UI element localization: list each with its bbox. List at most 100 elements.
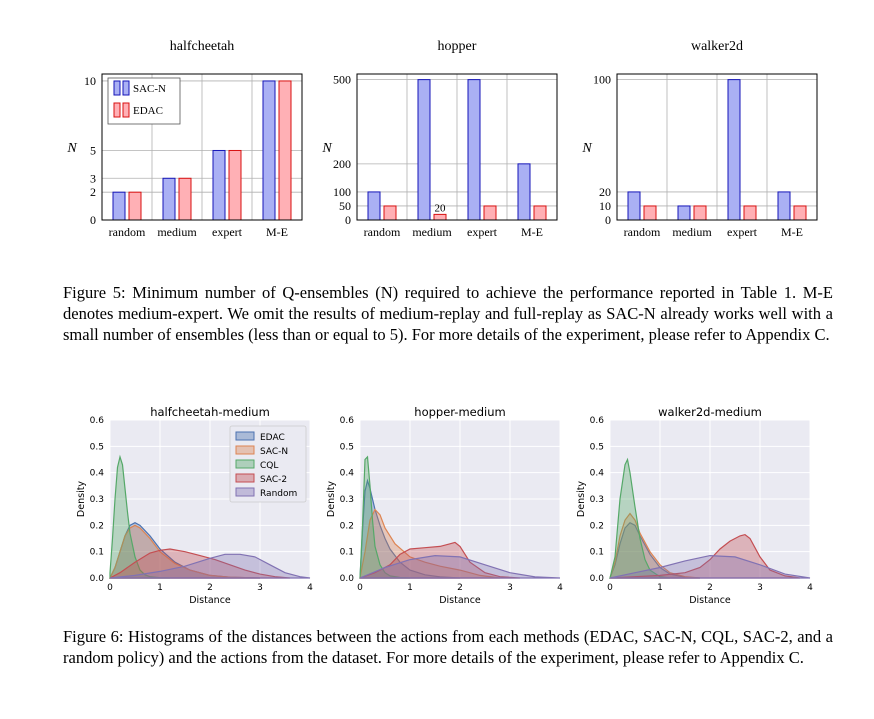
bar-edac-m-e bbox=[533, 205, 547, 221]
density-cql bbox=[109, 454, 171, 579]
y-tick-label: 0.1 bbox=[340, 548, 354, 558]
x-tick-label: 4 bbox=[557, 583, 563, 593]
y-axis-label: Density bbox=[576, 481, 587, 517]
legend: EDAC SAC-N CQL SAC-2 Random bbox=[229, 425, 307, 503]
legend-swatch bbox=[235, 431, 255, 441]
y-tick-label: 0.1 bbox=[590, 548, 604, 558]
density-random bbox=[359, 554, 561, 579]
legend-label: SAC-N bbox=[133, 83, 166, 95]
figure5-chart-halfcheetah: halfcheetah N 0 23 5 10 random medium expert M-E S… bbox=[66, 39, 303, 239]
y-tick-label: 0.4 bbox=[340, 469, 355, 479]
y-tick-label: 0.4 bbox=[590, 469, 605, 479]
plot-frame bbox=[101, 73, 303, 221]
bar-edac-expert bbox=[483, 205, 497, 221]
legend: SAC-N EDAC bbox=[107, 77, 181, 125]
x-tick-label: random bbox=[364, 225, 401, 239]
y-tick-label: 200 bbox=[333, 157, 351, 171]
legend-label: SAC-N bbox=[260, 447, 288, 457]
y-tick-label: 0.5 bbox=[590, 442, 604, 452]
y-tick-label: 0.2 bbox=[590, 521, 604, 531]
bar-sac-n-random bbox=[367, 191, 381, 221]
bar-sac-n-medium bbox=[677, 205, 691, 221]
x-tick-label: medium bbox=[157, 225, 197, 239]
bar-edac-random bbox=[383, 205, 397, 221]
y-tick-label: 0.3 bbox=[90, 495, 104, 505]
legend-swatch bbox=[113, 80, 121, 96]
x-tick-label: 1 bbox=[657, 583, 663, 593]
y-tick-label: 0.1 bbox=[90, 548, 104, 558]
legend-label: SAC-2 bbox=[260, 475, 287, 485]
bar-edac-medium bbox=[178, 177, 192, 221]
x-tick-label: 4 bbox=[307, 583, 313, 593]
y-tick-label: 0.6 bbox=[340, 416, 355, 426]
bar-sac-n-expert bbox=[727, 79, 741, 221]
plot-frame bbox=[356, 73, 558, 221]
y-tick-label: 10 bbox=[599, 199, 611, 213]
y-tick-label: 0.6 bbox=[590, 416, 605, 426]
x-tick-label: 0 bbox=[357, 583, 363, 593]
bar-sac-n-m-e bbox=[262, 80, 276, 221]
y-tick-label: 0.4 bbox=[90, 469, 105, 479]
y-tick-label: 100 bbox=[593, 73, 611, 87]
y-tick-label: 0.3 bbox=[340, 495, 354, 505]
chart-title: walker2d-medium bbox=[658, 405, 762, 419]
bar-sac-n-random bbox=[112, 191, 126, 221]
y-tick-label: 0.0 bbox=[590, 574, 605, 584]
x-tick-label: 2 bbox=[207, 583, 213, 593]
x-axis-label: Distance bbox=[689, 595, 731, 606]
density-random bbox=[109, 553, 311, 579]
chart-title: walker2d bbox=[691, 39, 743, 54]
y-tick-label: 0.0 bbox=[90, 574, 105, 584]
plot-frame bbox=[616, 73, 818, 221]
x-tick-label: expert bbox=[727, 225, 758, 239]
bar-edac-random bbox=[643, 205, 657, 221]
x-tick-label: 0 bbox=[607, 583, 613, 593]
y-tick-label: 0.3 bbox=[590, 495, 604, 505]
legend-swatch bbox=[235, 487, 255, 497]
figure6-caption: Figure 6: Histograms of the distances be… bbox=[63, 627, 833, 667]
density-edac bbox=[359, 478, 461, 579]
x-axis-label: Distance bbox=[439, 595, 481, 606]
y-tick-label: 3 bbox=[90, 171, 96, 185]
y-tick-label: 500 bbox=[333, 73, 351, 87]
legend-swatch bbox=[122, 102, 130, 118]
x-tick-label: 2 bbox=[707, 583, 713, 593]
y-tick-label: 0.2 bbox=[90, 521, 104, 531]
bar-sac-n-expert bbox=[467, 79, 481, 221]
bar-sac-n-medium bbox=[417, 79, 431, 221]
legend-swatch bbox=[235, 473, 255, 483]
x-tick-label: 3 bbox=[257, 583, 263, 593]
y-tick-label: 5 bbox=[90, 143, 96, 157]
x-tick-label: M-E bbox=[266, 225, 288, 239]
x-tick-label: random bbox=[109, 225, 146, 239]
legend-label: CQL bbox=[260, 461, 278, 471]
legend-swatch bbox=[113, 102, 121, 118]
legend-label: EDAC bbox=[133, 105, 163, 117]
bar-sac-n-m-e bbox=[517, 163, 531, 221]
y-tick-label: 10 bbox=[84, 74, 96, 88]
y-axis-label: Density bbox=[326, 481, 337, 517]
y-axis-label: N bbox=[66, 141, 77, 156]
chart-title: hopper bbox=[438, 39, 477, 54]
density-sac-2 bbox=[359, 541, 521, 579]
x-tick-label: random bbox=[624, 225, 661, 239]
figure6-chart-hopper-medium: 0 1 2 3 4 0.0 0.1 0.2 0.3 0.4 0.5 0.6 hopper-medium D… bbox=[326, 405, 563, 606]
bar-edac-m-e bbox=[278, 80, 292, 221]
y-tick-label: 0 bbox=[605, 213, 611, 227]
x-tick-label: 3 bbox=[757, 583, 763, 593]
x-tick-label: 4 bbox=[807, 583, 813, 593]
y-axis-label: N bbox=[321, 141, 332, 156]
legend-swatch bbox=[122, 80, 130, 96]
legend-swatch bbox=[235, 445, 255, 455]
y-axis-label: N bbox=[581, 141, 592, 156]
x-tick-label: medium bbox=[672, 225, 712, 239]
figure6-chart-halfcheetah-medium: 0 1 2 3 4 0.0 0.1 0.2 0.3 0.4 0.5 0.6 halfcheetah-me… bbox=[76, 405, 313, 606]
y-tick-label: 0.5 bbox=[90, 442, 104, 452]
bar-edac-m-e bbox=[793, 205, 807, 221]
y-tick-label: 0.2 bbox=[340, 521, 354, 531]
legend-box bbox=[229, 425, 307, 503]
y-tick-label: 20 bbox=[599, 185, 611, 199]
x-tick-label: medium bbox=[412, 225, 452, 239]
